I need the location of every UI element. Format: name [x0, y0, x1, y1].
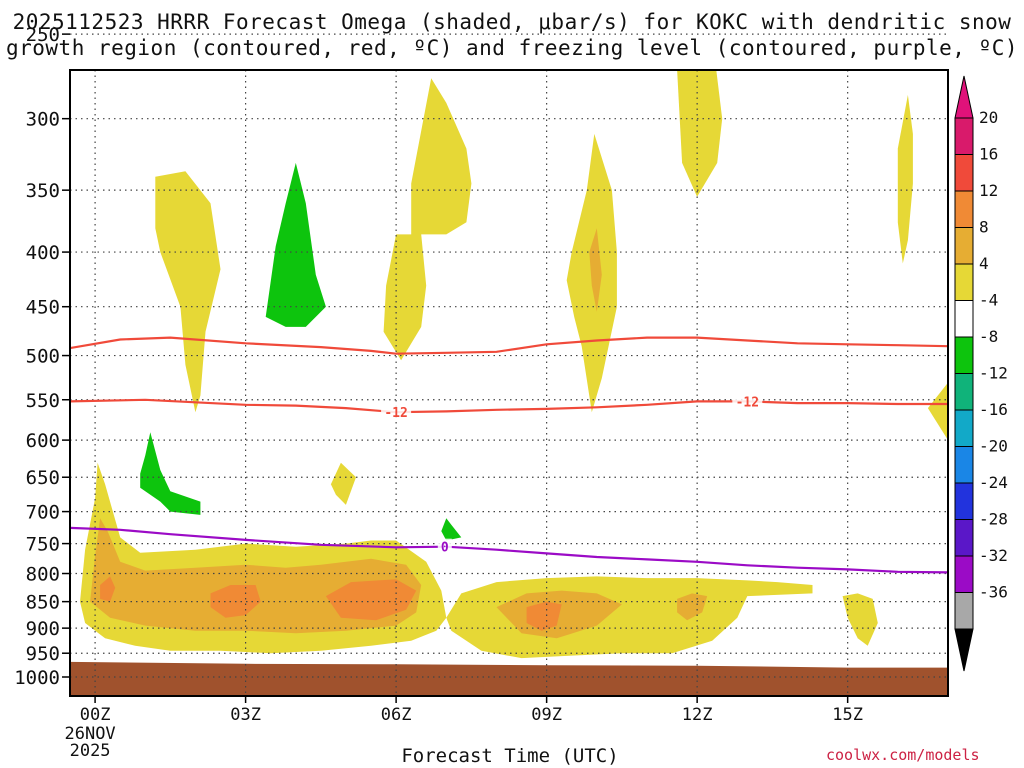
y-tick-label-600: 600 [26, 430, 60, 452]
colorbar-bin-11 [954, 519, 974, 557]
omega-region-gold-2 [677, 593, 708, 621]
plot-frame [69, 69, 949, 697]
chart-title-line1: 2025112523 HRRR Forecast Omega (shaded, … [12, 10, 1012, 34]
colorbar-label-1: 16 [979, 145, 998, 164]
colorbar-label-10: -24 [979, 473, 1008, 492]
y-tick-label-950: 950 [26, 643, 60, 665]
omega-region-orange-3 [526, 601, 562, 631]
omega-region-orange-0 [100, 576, 116, 602]
y-tick-label-1000: 1000 [14, 667, 60, 689]
colorbar-bottom-arrow [954, 628, 974, 672]
colorbar-label-6: -8 [979, 327, 998, 346]
y-tick-label-300: 300 [26, 109, 60, 131]
colorbar-bin-6 [954, 336, 974, 374]
x-tick-date: 26NOV [64, 724, 115, 744]
colorbar-label-12: -32 [979, 546, 1008, 565]
colorbar-label-11: -28 [979, 510, 1008, 529]
colorbar-bin-4 [954, 263, 974, 301]
x-tick-label-06Z: 06Z [381, 705, 412, 725]
y-tick-label-700: 700 [26, 502, 60, 524]
x-tick-label-12Z: 12Z [682, 705, 713, 725]
colorbar-label-0: 20 [979, 108, 998, 127]
x-tick-label-15Z: 15Z [832, 705, 863, 725]
colorbar-top-arrow [954, 75, 974, 119]
y-tick-label-400: 400 [26, 242, 60, 264]
x-tick-label-03Z: 03Z [230, 705, 261, 725]
omega-region-yellow-4 [330, 462, 356, 505]
y-tick-label-850: 850 [26, 592, 60, 614]
contour-label-purple-0: 0 [441, 541, 449, 556]
contour-label-red-1: -12 [736, 395, 759, 410]
colorbar-bin-10 [954, 482, 974, 520]
omega-region-yellow-7 [677, 70, 723, 197]
contour-label-bg [437, 538, 452, 555]
colorbar-label-3: 8 [979, 218, 989, 237]
y-tick-label-750: 750 [26, 534, 60, 556]
omega-region-yellow-2 [842, 593, 878, 646]
colorbar-bin-1 [954, 154, 974, 192]
colorbar-label-5: -4 [979, 291, 998, 310]
colorbar-bin-13 [954, 592, 974, 630]
x-tick-label-00Z: 00Z [80, 705, 111, 725]
colorbar-bin-0 [954, 117, 974, 155]
colorbar-bin-2 [954, 190, 974, 228]
omega-region-green-1 [140, 432, 201, 515]
colorbar-label-2: 12 [979, 181, 998, 200]
y-tick-label-500: 500 [26, 346, 60, 368]
contour-label-bg [732, 393, 763, 410]
omega-region-orange-2 [325, 579, 417, 621]
y-tick-label-900: 900 [26, 618, 60, 640]
omega-region-yellow-5 [383, 78, 472, 361]
contour-label-bg [381, 404, 412, 421]
omega-region-gold-3 [589, 228, 602, 312]
x-tick-label-09Z: 09Z [531, 705, 562, 725]
y-tick-label-350: 350 [26, 180, 60, 202]
x-axis-label: Forecast Time (UTC) [401, 745, 619, 767]
omega-region-green-2 [441, 518, 462, 541]
chart-title-line2: growth region (contoured, red, ºC) and f… [5, 36, 1019, 60]
omega-region-yellow-1 [446, 576, 813, 659]
colorbar-bin-7 [954, 373, 974, 411]
terrain-fill [70, 661, 948, 696]
colorbar-label-4: 4 [979, 254, 989, 273]
omega-region-yellow-9 [927, 382, 948, 441]
contour-purple-2 [70, 526, 948, 574]
colorbar-bin-12 [954, 555, 974, 593]
y-tick-label-550: 550 [26, 390, 60, 412]
credit-link[interactable]: coolwx.com/models [826, 746, 980, 764]
x-tick-year: 2025 [70, 741, 111, 761]
y-tick-label-250: 250 [26, 24, 60, 46]
y-tick-label-450: 450 [26, 297, 60, 319]
colorbar-label-9: -20 [979, 437, 1008, 456]
y-tick-label-800: 800 [26, 564, 60, 586]
colorbar-label-8: -16 [979, 400, 1008, 419]
y-tick-label-650: 650 [26, 467, 60, 489]
colorbar-label-7: -12 [979, 364, 1008, 383]
contour-red-1 [70, 398, 948, 414]
colorbar-bin-3 [954, 227, 974, 265]
colorbar-bin-9 [954, 446, 974, 484]
contour-label-red-0: -12 [384, 406, 407, 421]
colorbar-bin-5 [954, 300, 974, 338]
omega-region-yellow-3 [155, 171, 221, 413]
colorbar-bin-8 [954, 409, 974, 447]
colorbar-label-13: -36 [979, 583, 1008, 602]
contour-red-0 [70, 336, 948, 355]
omega-region-yellow-8 [897, 94, 913, 264]
omega-region-green-0 [265, 162, 326, 327]
